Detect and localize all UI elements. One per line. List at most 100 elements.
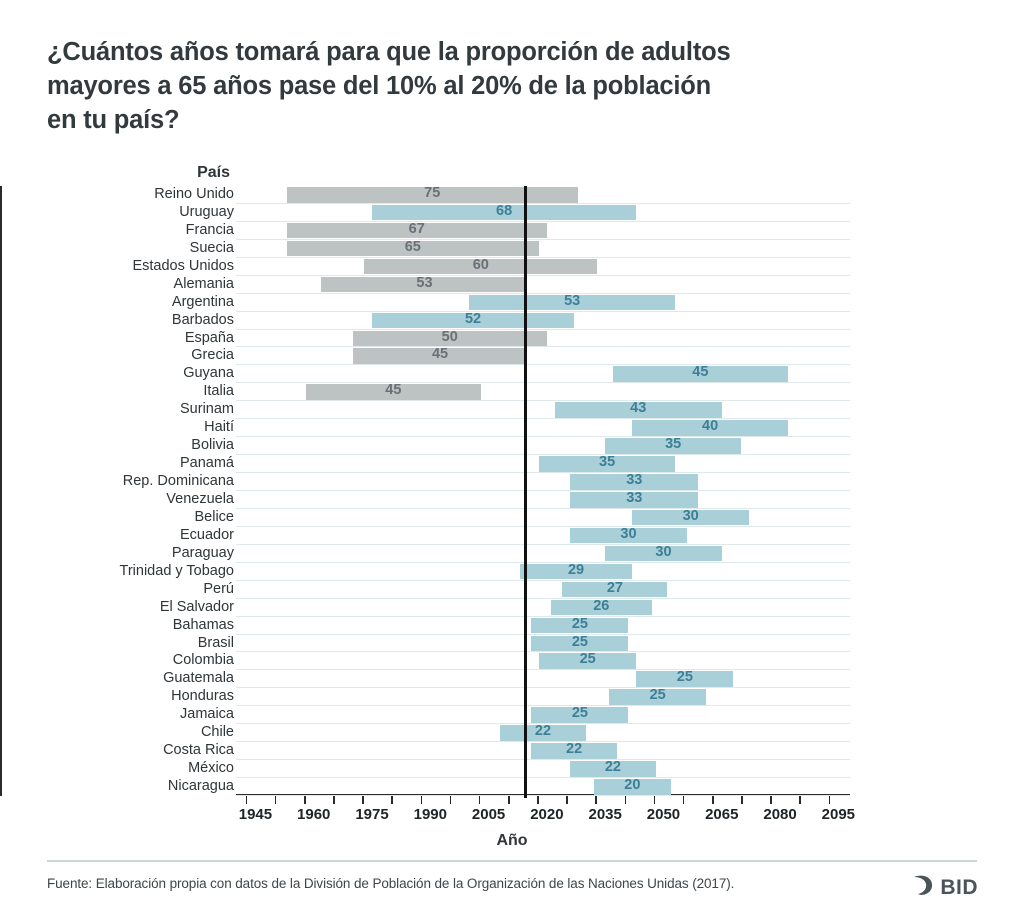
bar-value-label: 25: [571, 615, 588, 632]
x-axis-tick: [333, 796, 335, 804]
x-axis-tick-label: 2080: [763, 806, 797, 823]
x-axis-tick: [537, 796, 539, 804]
chart-row: 20: [236, 777, 850, 795]
bar-value-label: 52: [464, 310, 482, 327]
y-axis-label-costa-rica: Costa Rica: [163, 742, 234, 759]
gridline: [236, 274, 850, 276]
page-title: ¿Cuántos años tomará para que la proporc…: [47, 38, 731, 134]
y-axis-label-suecia: Suecia: [189, 239, 234, 256]
chart-row: 30: [236, 507, 850, 526]
y-axis-label-panam-: Panamá: [179, 455, 234, 472]
bar-value-label: 30: [682, 507, 699, 524]
bar-value-label: 33: [626, 472, 643, 489]
x-axis-tick-label: 2020: [530, 806, 564, 823]
bar-value-label: 68: [496, 202, 513, 219]
x-axis-tick-label: 2095: [821, 806, 856, 823]
y-axis-label-guatemala: Guatemala: [163, 670, 234, 687]
x-axis-tick: [420, 796, 423, 804]
bar-value-label: 25: [571, 705, 588, 722]
x-axis-tick-label: 1945: [238, 806, 273, 823]
bar-value-label: 45: [692, 364, 709, 381]
y-axis-label-reino-unido: Reino Unido: [154, 186, 234, 202]
y-axis-line: [0, 186, 2, 796]
gridline: [236, 202, 850, 204]
bar-value-label: 45: [431, 346, 449, 363]
gridline: [236, 615, 850, 617]
bar-alemania: [321, 276, 528, 293]
bar-value-label: 26: [593, 597, 610, 614]
gridline: [236, 382, 850, 384]
x-axis-tick: [799, 796, 801, 804]
bar-hait-: [632, 420, 788, 436]
chart-row: 35: [236, 454, 850, 472]
gridline: [236, 741, 850, 743]
bar-value-label: 75: [424, 185, 441, 201]
x-axis-tick: [362, 796, 364, 804]
gridline: [236, 490, 850, 491]
y-axis-label-nicaragua: Nicaragua: [167, 778, 234, 795]
chart-row: 26: [236, 597, 850, 616]
bar-bolivia: [605, 438, 742, 454]
y-axis-label-bahamas: Bahamas: [172, 616, 234, 633]
source-note: Fuente: Elaboración propia con datos de …: [47, 876, 735, 891]
bar-jamaica: [531, 707, 629, 723]
bar-value-label: 22: [534, 723, 552, 740]
bar-colombia: [539, 653, 637, 669]
y-axis-labels: Reino Unido Uruguay Francia Suecia Estados U…: [6, 186, 234, 796]
bar-argentina: [469, 294, 676, 311]
bar-chile: [500, 725, 586, 741]
bar-value-label: 33: [626, 490, 643, 506]
bar-reino-unido: [286, 187, 578, 203]
gridline: [236, 651, 850, 653]
bar-paraguay: [605, 545, 722, 562]
bar-ecuador: [570, 527, 687, 544]
bar-value-label: 53: [564, 292, 581, 309]
x-axis-tick-label: 1990: [413, 806, 447, 823]
y-axis-label-venezuela: Venezuela: [166, 491, 234, 507]
x-axis-tick: [391, 796, 393, 804]
gridline: [236, 633, 850, 635]
y-axis-label-bolivia: Bolivia: [191, 437, 234, 454]
chart-row: 53: [236, 292, 850, 311]
x-axis-tick-label: 2050: [646, 806, 681, 823]
bar-costa-rica: [531, 743, 617, 759]
bar-belice: [632, 509, 749, 526]
bars-layer: 75 68 67 65 60 53 53 52 50 45 45 45 43 40 35 35 33 33 30 30…: [236, 185, 850, 796]
bar-value-label: 35: [599, 454, 616, 471]
y-axis-label-el-salvador: El Salvador: [159, 598, 234, 615]
bar-barbados: [372, 312, 575, 329]
chart-row: 30: [236, 525, 850, 544]
bar-m-xico: [570, 761, 656, 777]
y-axis-label-uruguay: Uruguay: [179, 203, 234, 220]
gridline: [236, 597, 850, 599]
chart-container: País Reino Unido Uruguay Francia Suecia Esta…: [0, 160, 1024, 849]
y-axis-label-grecia: Grecia: [191, 347, 234, 364]
gridline: [236, 723, 850, 725]
y-axis-label-m-xico: México: [188, 760, 234, 777]
bar-value-label: 30: [655, 543, 672, 560]
bar-value-label: 30: [620, 525, 637, 542]
x-axis-tick: [624, 796, 627, 804]
bid-logo: BID: [910, 872, 978, 903]
gridline: [236, 687, 850, 689]
bar-guyana: [612, 366, 788, 382]
chart-row: 68: [236, 202, 850, 221]
chart-row: 43: [236, 400, 850, 418]
chart-row: 33: [236, 490, 850, 508]
x-axis-tick-label: 1975: [355, 806, 389, 823]
bar-value-label: 29: [567, 561, 585, 578]
x-axis-title: Año: [496, 832, 528, 849]
y-axis-header: País: [197, 164, 230, 181]
gridline: [236, 669, 850, 671]
chart-row: 29: [236, 561, 850, 580]
bid-globe-icon: [910, 872, 936, 903]
y-axis-label-guyana: Guyana: [183, 365, 234, 382]
chart-row: 22: [236, 759, 850, 777]
gridline: [236, 220, 850, 222]
gridline: [236, 292, 850, 294]
bar-rep-dominicana: [570, 474, 699, 490]
bar-panam-: [539, 456, 676, 472]
y-axis-label-ecuador: Ecuador: [179, 526, 234, 543]
gridline: [236, 795, 850, 796]
x-axis-tick: [595, 796, 597, 804]
